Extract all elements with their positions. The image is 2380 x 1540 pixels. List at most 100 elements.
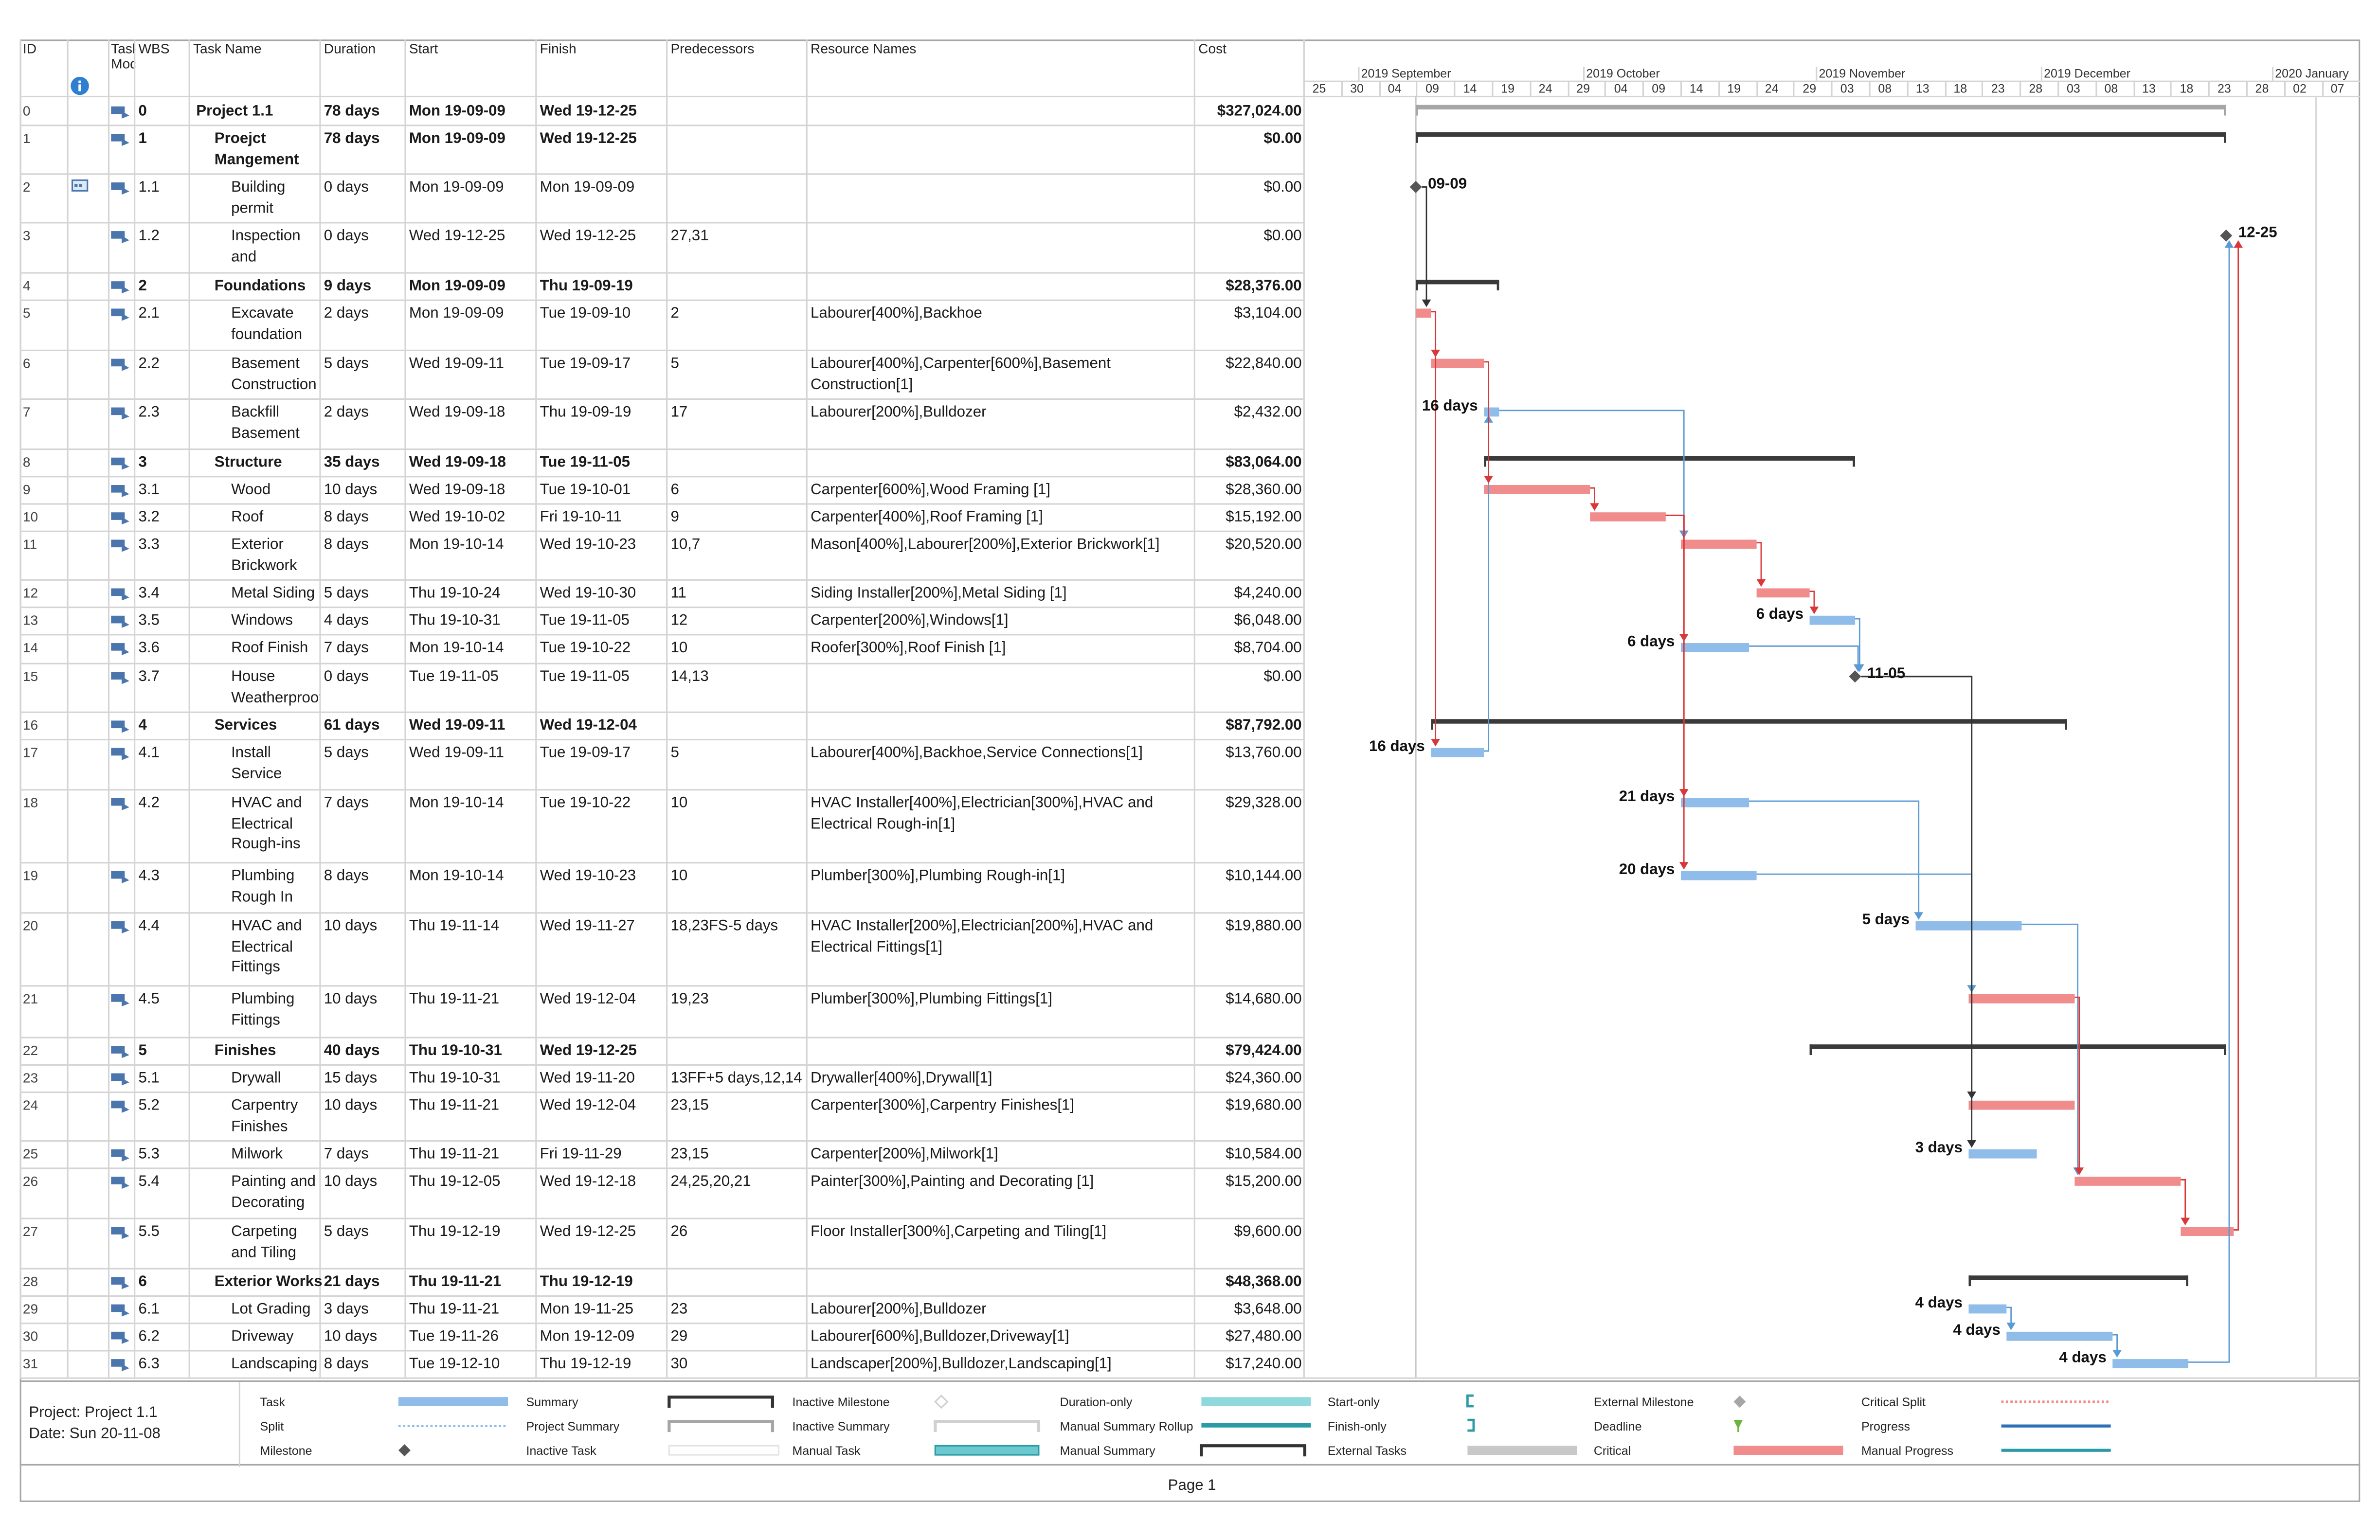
row-task-name[interactable]: Drywall [231,1070,281,1087]
critical-task-bar[interactable] [1590,512,1666,522]
col-header-start[interactable]: Start [409,41,438,56]
row-start: Thu 19-12-19 [409,1223,501,1241]
summary-bar[interactable] [1431,719,2067,724]
row-task-name[interactable]: Building permit [231,179,286,217]
col-header-task-name[interactable]: Task Name [193,41,262,56]
project-summary-bar[interactable] [1416,105,2226,110]
week-separator [1944,82,1946,96]
milestone-marker[interactable] [1849,670,1861,683]
row-task-name[interactable]: Wood Framing [231,482,287,503]
row-task-name[interactable]: Excavate foundation [231,305,303,343]
row-finish: Mon 19-11-25 [540,1301,633,1318]
row-task-name[interactable]: HVAC and Electrical Fittings [231,918,302,976]
summary-bar[interactable] [1968,1275,2188,1280]
row-wbs: 5.3 [138,1146,160,1163]
task-bar[interactable] [1680,643,1749,652]
row-task-name[interactable]: Carpentry Finishes [231,1097,298,1135]
column-separator [19,39,21,1378]
row-task-name[interactable]: Finishes [214,1043,276,1060]
critical-task-bar[interactable] [2181,1227,2234,1236]
row-task-name[interactable]: Project 1.1 [196,103,273,120]
critical-task-bar[interactable] [1680,539,1757,549]
col-header-duration[interactable]: Duration [324,41,376,56]
dependency-link [1499,410,1685,537]
row-wbs: 2.3 [138,404,160,421]
summary-bar[interactable] [1416,280,1499,285]
task-bar[interactable] [2006,1331,2113,1341]
row-task-name[interactable]: Plumbing Fittings [231,991,295,1029]
row-task-name[interactable]: Structure [214,454,282,471]
row-task-name[interactable]: Roof Finish [231,640,308,657]
summary-bar[interactable] [1484,456,1855,461]
critical-task-bar[interactable] [1431,358,1484,368]
row-task-name[interactable]: Carpeting and Tiling [231,1223,297,1261]
critical-task-bar[interactable] [2074,1177,2181,1186]
row-task-name[interactable]: Foundations [214,278,306,295]
task-bar[interactable] [2112,1359,2188,1368]
row-cost: $13,760.00 [1226,745,1302,762]
summary-cap [1416,280,1418,290]
task-bar[interactable] [1680,871,1757,880]
task-bar[interactable] [1915,921,2022,931]
task-bar[interactable] [1968,1149,2037,1159]
row-task-name[interactable]: Lot Grading [231,1301,311,1318]
row-task-name[interactable]: Basement Construction [231,356,317,393]
critical-task-bar[interactable] [1968,994,2075,1003]
row-task-name[interactable]: Painting and Decorating [231,1173,316,1211]
critical-task-bar[interactable] [1484,485,1590,494]
timescale-week: 28 [2029,82,2043,96]
row-id: 31 [22,1356,38,1372]
legend-progress-symbol [2001,1424,2111,1428]
critical-task-bar[interactable] [1416,308,1431,318]
row-finish: Wed 19-12-25 [540,228,636,245]
col-header-finish[interactable]: Finish [540,41,577,56]
row-task-name[interactable]: Roof Framing [231,509,287,531]
dependency-link [2074,996,2080,1174]
row-finish: Wed 19-10-30 [540,585,636,602]
row-task-name[interactable]: Services [214,717,277,734]
task-bar[interactable] [1484,407,1499,417]
task-bar[interactable] [1809,615,1855,625]
row-task-name[interactable]: Plumbing Rough In [231,868,295,906]
row-task-name[interactable]: Windows [231,612,293,629]
row-start: Mon 19-10-14 [409,640,504,657]
critical-task-bar[interactable] [1968,1100,2075,1110]
row-task-name[interactable]: Exterior Brickwork [231,537,297,574]
row-id: 23 [22,1070,38,1086]
row-task-name[interactable]: Proejct Mangement [214,130,299,168]
milestone-date-label: 12-25 [2238,225,2277,242]
row-task-name[interactable]: Inspection and [231,228,301,266]
row-wbs: 4.5 [138,991,160,1008]
summary-bar[interactable] [1416,132,2226,137]
col-header-predecessors[interactable]: Predecessors [670,41,755,56]
row-task-name[interactable]: HVAC and Electrical Rough-ins [231,795,302,853]
row-task-name[interactable]: Landscaping [231,1356,318,1373]
row-separator [19,448,1303,450]
row-task-name[interactable]: Driveway [231,1328,294,1345]
auto-scheduled-icon [111,281,129,294]
row-task-name[interactable]: Exterior Works [214,1274,323,1291]
row-task-name[interactable]: Install Service [231,745,282,783]
row-task-name[interactable]: Backfill Basement [231,404,300,442]
milestone-marker[interactable] [2220,229,2233,242]
task-bar[interactable] [1680,798,1749,807]
col-header-resource-names[interactable]: Resource Names [811,41,917,56]
row-task-name[interactable]: Metal Siding [231,585,315,602]
col-header-id[interactable]: ID [22,41,37,56]
col-header-task-mode[interactable]: Task Mode [111,41,135,72]
row-task-name[interactable]: House Weatherproofed [231,669,319,706]
row-wbs: 2 [138,278,147,295]
dependency-link [1590,487,1595,510]
critical-task-bar[interactable] [1756,588,1810,598]
task-bar[interactable] [1968,1304,2007,1314]
summary-bar[interactable] [1809,1044,2226,1049]
timescale-month: 2019 December [2044,67,2131,81]
row-task-name[interactable]: Milwork [231,1146,283,1163]
dependency-link [1749,800,1920,918]
row-id: 4 [22,278,31,294]
row-wbs: 0 [138,103,147,120]
task-bar[interactable] [1431,748,1484,757]
col-header-wbs[interactable]: WBS [138,41,170,56]
milestone-marker[interactable] [1409,180,1422,193]
col-header-cost[interactable]: Cost [1198,41,1227,56]
